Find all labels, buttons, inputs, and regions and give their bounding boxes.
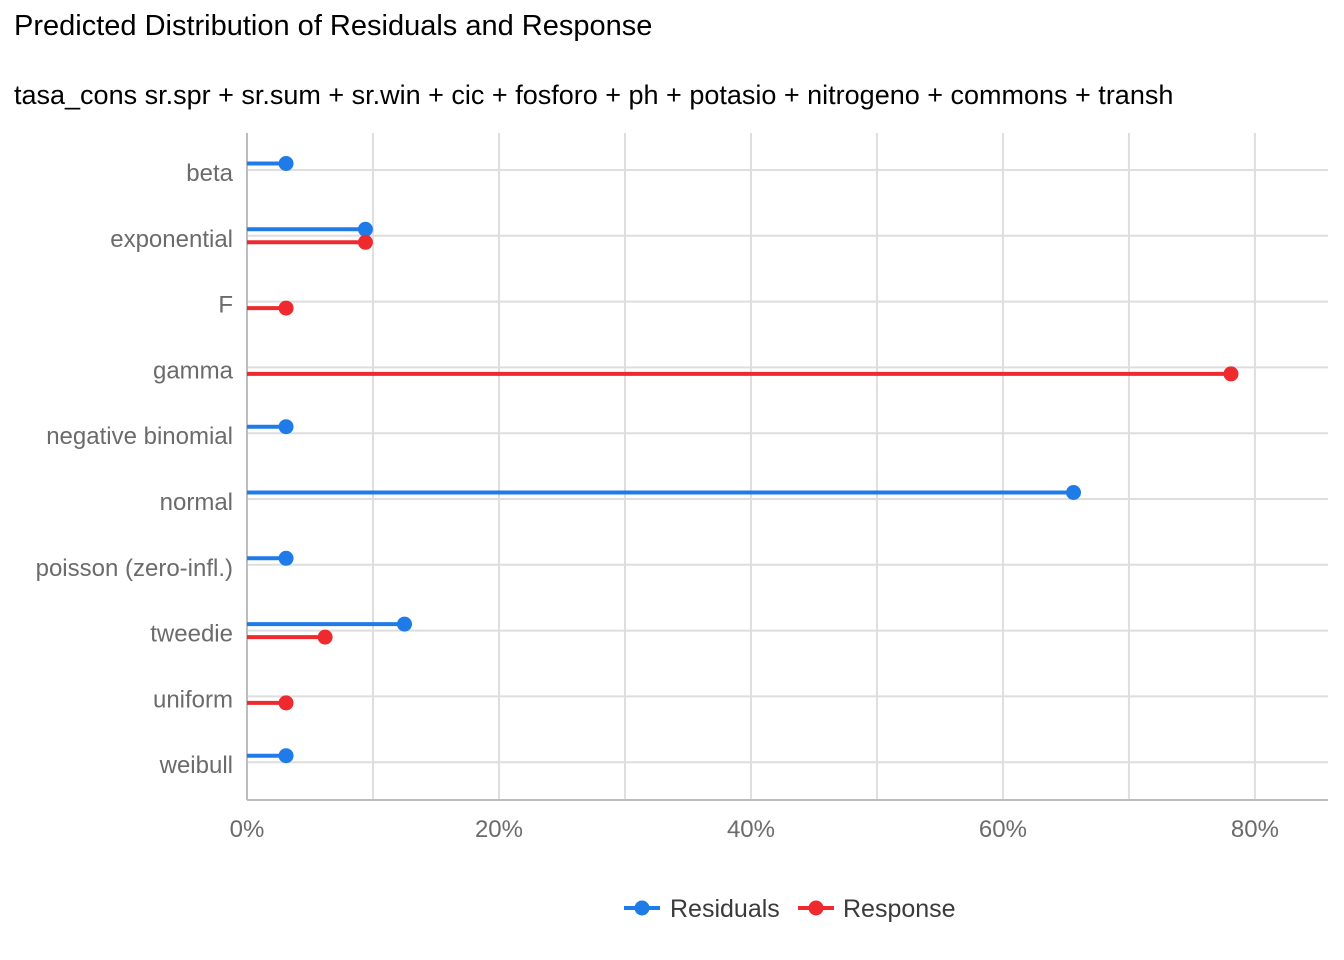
y-tick-label: beta <box>186 160 233 187</box>
grid-lines <box>246 133 1328 800</box>
legend-label: Response <box>843 895 956 923</box>
x-tick-label: 80% <box>1231 816 1279 843</box>
data-marks <box>247 156 1239 764</box>
legend-key-point <box>808 900 824 916</box>
point-residuals <box>278 748 294 764</box>
y-tick-label: exponential <box>110 226 233 253</box>
legend: Residuals Response <box>624 895 956 923</box>
point-response <box>1223 366 1239 382</box>
point-residuals <box>396 616 412 632</box>
y-tick-label: tweedie <box>150 621 233 648</box>
point-residuals <box>1065 485 1081 500</box>
y-tick-label: negative binomial <box>46 423 233 450</box>
x-tick-label: 60% <box>979 816 1027 843</box>
x-tick-label: 0% <box>230 816 265 843</box>
legend-key-point <box>634 900 650 916</box>
point-response <box>357 234 373 250</box>
point-residuals <box>357 221 373 237</box>
point-response <box>278 300 294 316</box>
x-tick-label: 20% <box>475 816 523 843</box>
point-residuals <box>278 419 294 435</box>
legend-item-residuals: Residuals <box>624 895 780 923</box>
point-residuals <box>278 550 294 566</box>
point-response <box>278 695 294 711</box>
point-response <box>317 629 333 645</box>
chart-subtitle: tasa_cons sr.spr + sr.sum + sr.win + cic… <box>14 80 1174 110</box>
y-tick-label: weibull <box>159 752 233 779</box>
axes <box>246 133 1328 801</box>
y-tick-label: poisson (zero-infl.) <box>36 555 233 582</box>
y-tick-label: F <box>218 292 233 319</box>
legend-label: Residuals <box>670 895 780 923</box>
chart-title: Predicted Distribution of Residuals and … <box>14 10 653 42</box>
y-tick-label: normal <box>160 489 233 516</box>
y-tick-label: gamma <box>153 357 234 384</box>
y-tick-label: uniform <box>153 686 233 713</box>
point-residuals <box>278 156 294 171</box>
x-tick-label: 40% <box>727 816 775 843</box>
legend-item-response: Response <box>798 895 956 923</box>
